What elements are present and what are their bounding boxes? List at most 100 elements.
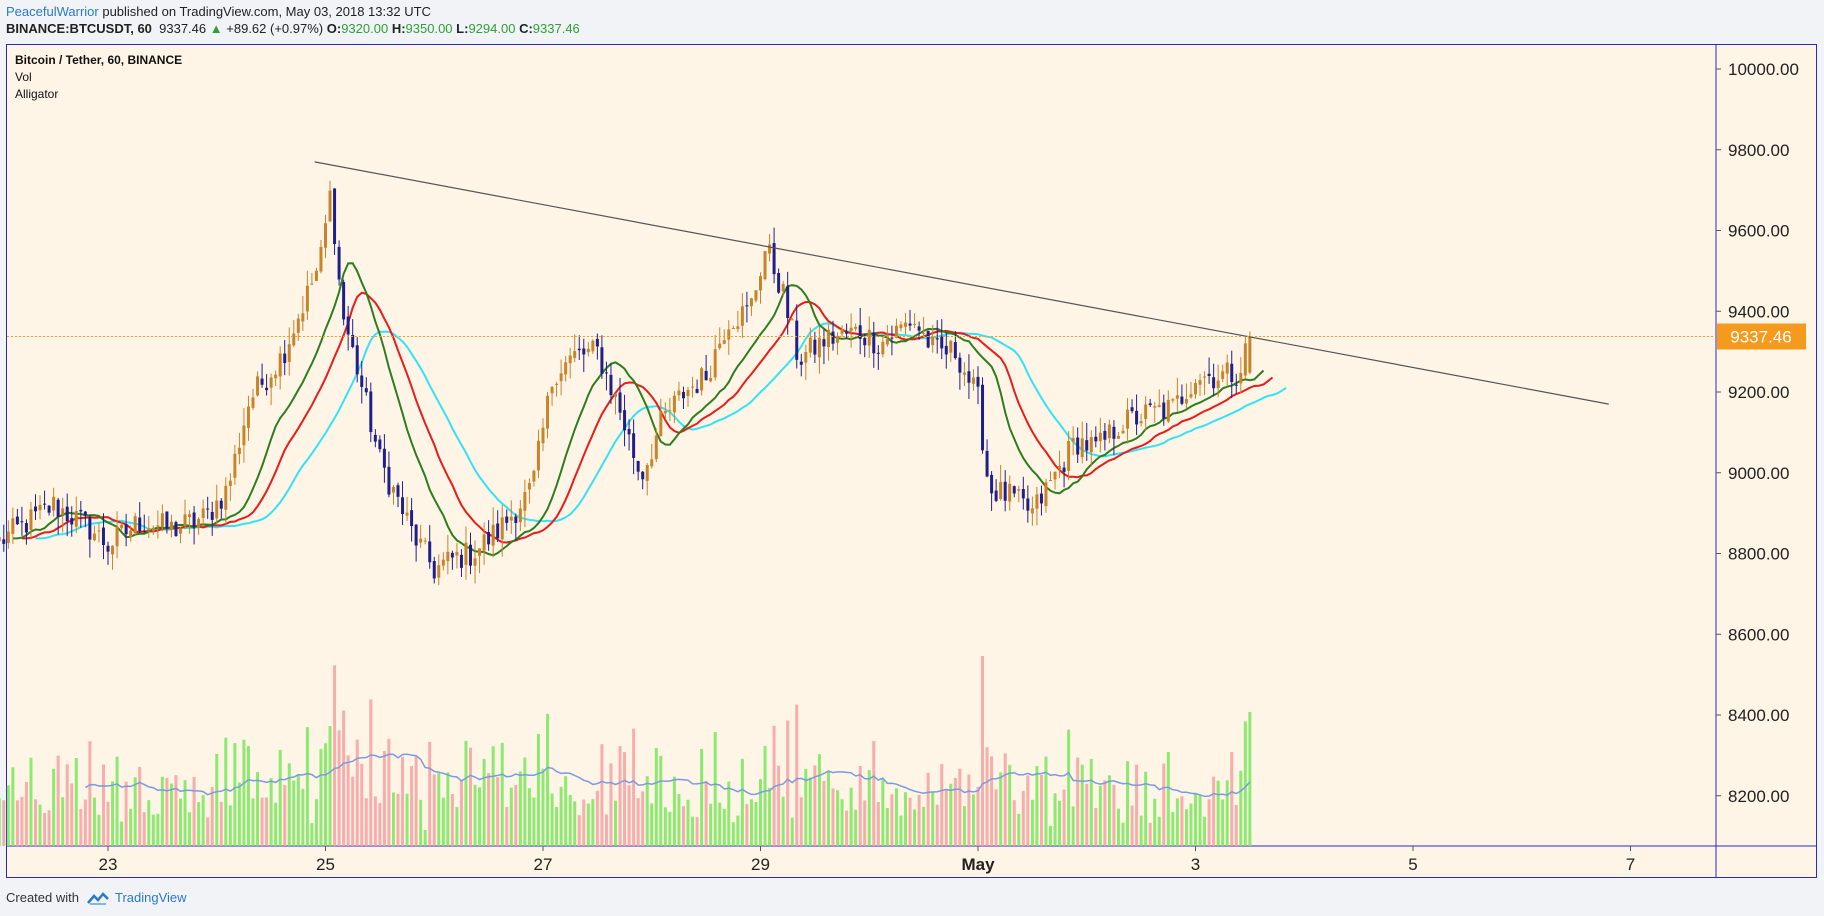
candle-body bbox=[74, 510, 78, 527]
volume-bar bbox=[1094, 808, 1098, 846]
candle-body bbox=[432, 561, 436, 579]
volume-bar bbox=[1216, 780, 1220, 846]
volume-bar bbox=[0, 798, 1, 846]
volume-bar bbox=[292, 780, 296, 846]
volume-bar bbox=[1166, 752, 1170, 846]
tradingview-link[interactable]: TradingView bbox=[114, 890, 187, 905]
candle-body bbox=[179, 528, 182, 534]
candle-body bbox=[201, 508, 205, 518]
candle-body bbox=[1212, 377, 1216, 389]
volume-bar bbox=[419, 799, 423, 846]
candle-body bbox=[1184, 399, 1188, 404]
candle-body bbox=[709, 377, 713, 382]
candle-body bbox=[654, 435, 658, 460]
volume-bar bbox=[885, 807, 889, 846]
candle-body bbox=[391, 486, 395, 493]
candle-body bbox=[763, 251, 767, 280]
candle-body bbox=[958, 357, 962, 373]
candle-body bbox=[6, 531, 10, 544]
candle-body bbox=[147, 528, 151, 531]
candle-body bbox=[1098, 432, 1102, 442]
volume-bar bbox=[1008, 764, 1012, 846]
candle-body bbox=[464, 542, 468, 565]
volume-bar bbox=[237, 782, 241, 846]
candle-body bbox=[79, 509, 83, 512]
candle-body bbox=[56, 499, 60, 517]
candle-body bbox=[904, 322, 907, 327]
author-link[interactable]: PeacefulWarrior bbox=[6, 4, 99, 19]
candle-body bbox=[962, 372, 966, 375]
candle-body bbox=[523, 491, 527, 511]
candle-body bbox=[985, 450, 989, 477]
candle-body bbox=[614, 393, 617, 397]
candle-body bbox=[1012, 486, 1016, 494]
candle-body bbox=[0, 537, 1, 542]
volume-bar bbox=[872, 740, 876, 846]
candle-body bbox=[269, 377, 273, 388]
candle-body bbox=[1221, 371, 1225, 379]
volume-bar bbox=[269, 778, 273, 846]
candle-body bbox=[1076, 437, 1080, 455]
volume-bar bbox=[754, 801, 758, 846]
volume-bar bbox=[224, 737, 228, 846]
candle-body bbox=[1135, 410, 1139, 425]
candle-body bbox=[1035, 494, 1039, 509]
volume-bar bbox=[890, 794, 894, 846]
volume-bar bbox=[1225, 780, 1229, 846]
volume-bar bbox=[564, 776, 568, 846]
candle-body bbox=[645, 465, 649, 481]
volume-bar bbox=[591, 799, 595, 846]
volume-bar bbox=[1053, 793, 1057, 846]
candle-body bbox=[419, 538, 423, 543]
candle-body bbox=[990, 474, 994, 494]
volume-bar bbox=[976, 786, 980, 846]
volume-bar bbox=[677, 794, 681, 846]
volume-bar bbox=[1130, 805, 1134, 846]
candle-body bbox=[1085, 440, 1089, 451]
candle-body bbox=[441, 559, 445, 566]
volume-bar bbox=[614, 800, 617, 846]
volume-bar bbox=[147, 800, 151, 846]
volume-bar bbox=[940, 764, 944, 846]
legend-alligator: Alligator bbox=[15, 87, 59, 101]
candle-body bbox=[890, 337, 894, 339]
candle-body bbox=[627, 428, 631, 435]
volume-bar bbox=[310, 823, 314, 846]
candle-body bbox=[287, 344, 291, 362]
volume-bar bbox=[523, 757, 527, 846]
volume-bar bbox=[836, 790, 840, 846]
last-price-label: 9337.46 bbox=[1730, 328, 1791, 347]
candle-body bbox=[1030, 508, 1034, 514]
volume-bar bbox=[641, 791, 645, 846]
candle-body bbox=[881, 341, 885, 355]
candle-body bbox=[1144, 404, 1148, 420]
volume-bar bbox=[817, 754, 821, 846]
volume-bar bbox=[1198, 795, 1202, 846]
volume-bar bbox=[482, 758, 486, 846]
candle-body bbox=[142, 531, 146, 533]
candle-body bbox=[1248, 336, 1252, 373]
high-label: H: bbox=[391, 21, 406, 36]
volume-bar bbox=[858, 766, 862, 846]
volume-bar bbox=[709, 803, 713, 846]
volume-bar bbox=[727, 781, 731, 846]
volume-bar bbox=[1207, 799, 1211, 846]
volume-bar bbox=[1239, 770, 1243, 846]
volume-bar bbox=[1039, 774, 1043, 846]
volume-bar bbox=[672, 776, 676, 846]
volume-bar bbox=[1157, 816, 1161, 846]
volume-bar bbox=[795, 704, 799, 846]
candle-body bbox=[505, 516, 509, 523]
volume-bar bbox=[518, 771, 522, 846]
candle-body bbox=[568, 355, 572, 364]
symbol-name: BINANCE:BTCUSDT, 60 bbox=[6, 21, 152, 36]
volume-bar bbox=[120, 821, 124, 846]
volume-bar bbox=[573, 801, 577, 846]
candle-body bbox=[382, 448, 386, 468]
volume-bar bbox=[378, 802, 382, 846]
volume-bar bbox=[201, 795, 205, 846]
volume-bar bbox=[718, 802, 722, 846]
volume-bar bbox=[505, 806, 509, 846]
volume-bar bbox=[351, 776, 355, 846]
